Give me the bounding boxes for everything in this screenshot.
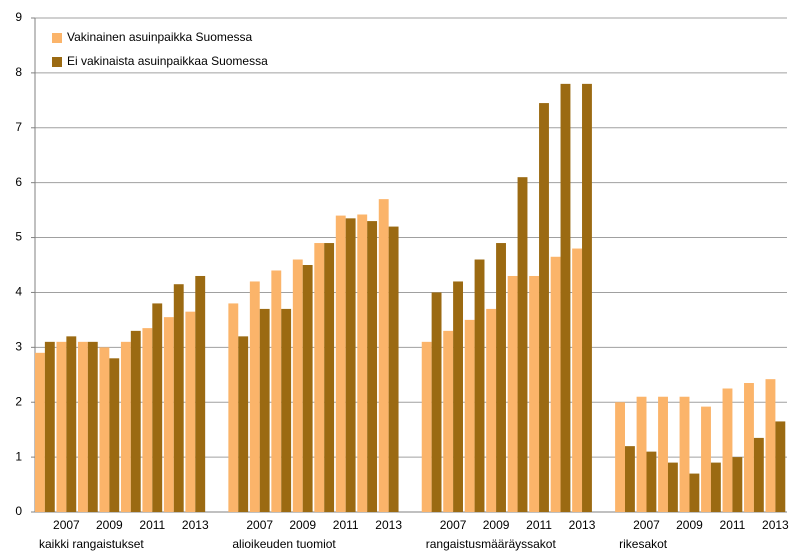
bar (292, 259, 303, 512)
bar (753, 437, 764, 512)
bar (56, 341, 67, 512)
x-tick-label: 2011 (720, 518, 746, 532)
bar (453, 281, 463, 512)
bar (443, 330, 454, 512)
bar (496, 243, 506, 513)
bar (335, 215, 346, 512)
bar (99, 347, 110, 512)
bar (421, 341, 432, 512)
bar (550, 256, 561, 512)
legend-label: Ei vakinaista asuinpaikkaa Suomessa (67, 54, 268, 68)
y-tick-label: 2 (15, 394, 22, 408)
bar (271, 270, 282, 512)
bar (646, 451, 657, 512)
bar (464, 319, 475, 512)
bar (345, 218, 356, 512)
x-tick-label: 2011 (333, 518, 359, 532)
bar (658, 396, 668, 512)
x-tick-label: 2009 (676, 518, 703, 532)
bar (679, 396, 690, 512)
y-tick-label: 1 (15, 449, 22, 463)
x-tick-label: 2013 (569, 518, 596, 532)
y-tick-label: 7 (15, 120, 22, 134)
bar (357, 214, 368, 512)
x-tick-label: 2007 (53, 518, 80, 532)
bar (744, 383, 754, 512)
bar (615, 402, 625, 512)
group-label: kaikki rangaistukset (39, 537, 144, 551)
bar (636, 396, 647, 512)
x-tick-label: 2009 (289, 518, 316, 532)
bar (44, 341, 55, 512)
bar (486, 308, 497, 512)
x-tick-label: 2007 (440, 518, 467, 532)
bar (120, 341, 131, 512)
bar (722, 388, 733, 512)
x-tick-label: 2009 (483, 518, 510, 532)
bar (173, 284, 184, 512)
bar (87, 341, 98, 512)
bar (163, 317, 174, 512)
bar (259, 308, 270, 512)
bar (765, 379, 776, 512)
bar (378, 199, 389, 512)
bar (314, 243, 325, 513)
bar (710, 462, 721, 512)
bar (35, 352, 45, 512)
bar (572, 248, 583, 513)
bar (302, 265, 313, 512)
bar (367, 221, 378, 513)
bar (324, 243, 335, 513)
y-tick-label: 8 (15, 65, 22, 79)
bar (281, 308, 292, 512)
bar (701, 406, 711, 512)
bar (388, 226, 399, 513)
bar (689, 473, 700, 512)
bar (152, 303, 163, 512)
bar (667, 462, 678, 512)
group-label: rangaistusmääräyssakot (426, 537, 557, 551)
bar (249, 281, 260, 512)
bar (539, 103, 549, 513)
bar (775, 421, 786, 512)
legend-label: Vakinainen asuinpaikka Suomessa (67, 30, 253, 44)
x-tick-label: 2013 (762, 518, 789, 532)
bar (238, 336, 249, 512)
y-tick-label: 4 (15, 285, 22, 299)
x-tick-label: 2007 (246, 518, 273, 532)
y-tick-label: 3 (15, 340, 22, 354)
bar (431, 292, 442, 512)
bar (77, 341, 88, 512)
y-tick-label: 6 (15, 175, 22, 189)
bar (529, 275, 540, 512)
y-tick-label: 0 (15, 504, 22, 518)
bar (185, 311, 196, 512)
bar (624, 446, 635, 512)
legend-swatch (52, 33, 62, 43)
bar (582, 83, 592, 512)
x-tick-label: 2009 (96, 518, 123, 532)
legend-swatch (52, 57, 62, 67)
bar (130, 330, 141, 512)
x-tick-label: 2007 (633, 518, 660, 532)
y-tick-label: 5 (15, 230, 22, 244)
group-label: alioikeuden tuomiot (232, 537, 336, 551)
group-label: rikesakot (619, 537, 668, 551)
x-tick-label: 2011 (139, 518, 165, 532)
bar (109, 358, 120, 512)
bar (732, 457, 743, 512)
bar (66, 336, 77, 512)
bar (195, 275, 206, 512)
y-tick-label: 9 (15, 10, 22, 24)
x-tick-label: 2013 (375, 518, 402, 532)
bar (507, 275, 518, 512)
bar (517, 177, 528, 512)
bar (228, 303, 239, 512)
bar (142, 328, 153, 512)
x-tick-label: 2011 (526, 518, 552, 532)
bar (560, 83, 571, 512)
bar (474, 259, 485, 512)
x-tick-label: 2013 (182, 518, 209, 532)
